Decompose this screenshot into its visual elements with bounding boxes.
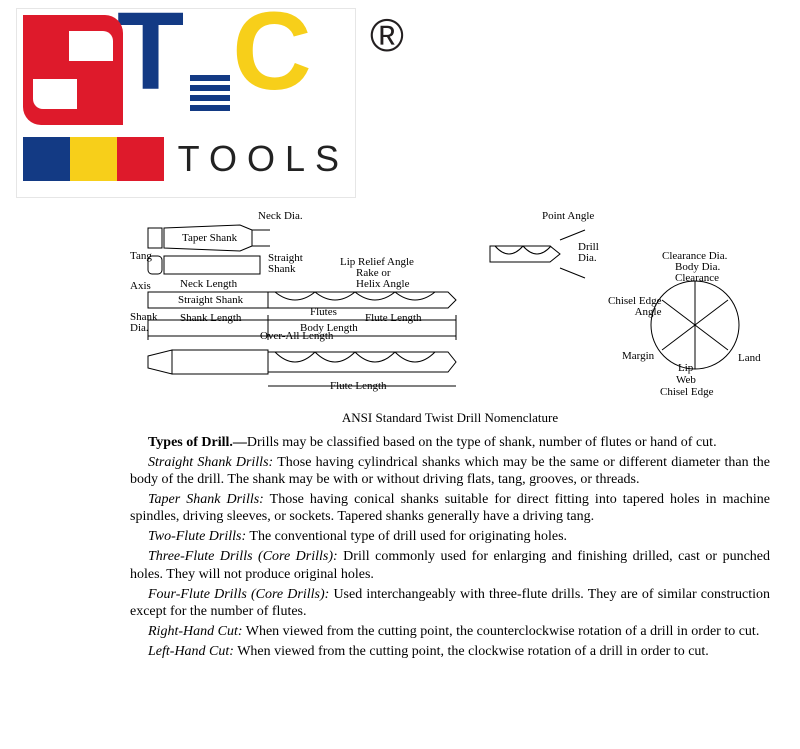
label-neck-dia: Neck Dia. (258, 210, 303, 222)
label-flute-length: Flute Length (365, 312, 422, 324)
label-drill-dia: DrillDia. (578, 242, 599, 264)
title-taper: Taper Shank Drills: (148, 492, 264, 507)
body-right: When viewed from the cutting point, the … (243, 624, 760, 639)
para-three: Three-Flute Drills (Core Drills): Drill … (130, 548, 770, 582)
label-axis: Axis (130, 280, 151, 292)
logo-tools-text: TOOLS (178, 138, 349, 180)
label-shank-dia: ShankDia. (130, 312, 158, 334)
heading-types: Types of Drill.— (148, 435, 247, 450)
para-taper: Taper Shank Drills: Those having conical… (130, 491, 770, 525)
diagram-caption: ANSI Standard Twist Drill Nomenclature (130, 410, 770, 426)
label-flutes: Flutes (310, 306, 337, 318)
label-taper-shank: Taper Shank (182, 232, 237, 244)
logo-bars (190, 71, 230, 115)
title-straight: Straight Shank Drills: (148, 455, 273, 470)
logo-t-letter: T (117, 11, 184, 94)
registered-icon: ® (370, 8, 404, 62)
label-straight-shank-small: StraightShank (268, 253, 303, 275)
title-four: Four-Flute Drills (Core Drills): (148, 587, 329, 602)
label-body-dia: Body Dia.Clearance (675, 262, 720, 284)
label-web: Web (676, 374, 696, 386)
label-neck-length: Neck Length (180, 278, 237, 290)
stc-logo: T C TOOLS (16, 8, 356, 198)
title-three: Three-Flute Drills (Core Drills): (148, 549, 338, 564)
para-four: Four-Flute Drills (Core Drills): Used in… (130, 586, 770, 620)
logo-bottom-row: TOOLS (23, 131, 349, 187)
para-straight: Straight Shank Drills: Those having cyli… (130, 454, 770, 488)
label-chisel-edge-angle: Chisel EdgeAngle (608, 296, 661, 318)
drill-nomenclature-diagram: Neck Dia. Taper Shank Tang StraightShank… (130, 210, 770, 410)
label-chisel-edge: Chisel Edge (660, 386, 713, 398)
logo-square-yellow (70, 137, 117, 181)
label-flute-length-2: Flute Length (330, 380, 387, 392)
label-rake: Rake orHelix Angle (356, 268, 409, 290)
title-two: Two-Flute Drills: (148, 529, 246, 544)
label-point-angle: Point Angle (542, 210, 594, 222)
para-two: Two-Flute Drills: The conventional type … (130, 528, 770, 545)
logo-c-letter: C (232, 11, 311, 94)
title-right: Right-Hand Cut: (148, 624, 243, 639)
label-margin: Margin (622, 350, 654, 362)
title-left: Left-Hand Cut: (148, 644, 234, 659)
para-right: Right-Hand Cut: When viewed from the cut… (130, 623, 770, 640)
heading-types-tail: Drills may be classified based on the ty… (247, 435, 717, 450)
body-text: Types of Drill.—Drills may be classified… (130, 434, 770, 663)
label-land: Land (738, 352, 761, 364)
body-left: When viewed from the cutting point, the … (234, 644, 709, 659)
label-shank-length: Shank Length (180, 312, 241, 324)
para-types: Types of Drill.—Drills may be classified… (130, 434, 770, 451)
logo-square-blue (23, 137, 70, 181)
logo-letters: T C (23, 15, 349, 125)
label-overall-length: Over-All Length (260, 330, 333, 342)
label-straight-shank: Straight Shank (178, 294, 243, 306)
label-lip-relief: Lip Relief Angle (340, 256, 414, 268)
body-two: The conventional type of drill used for … (246, 529, 567, 544)
label-lip: Lip (678, 362, 693, 374)
logo-square-red (117, 137, 164, 181)
para-left: Left-Hand Cut: When viewed from the cutt… (130, 643, 770, 660)
logo-s-shape (23, 15, 123, 125)
label-tang: Tang (130, 250, 152, 262)
